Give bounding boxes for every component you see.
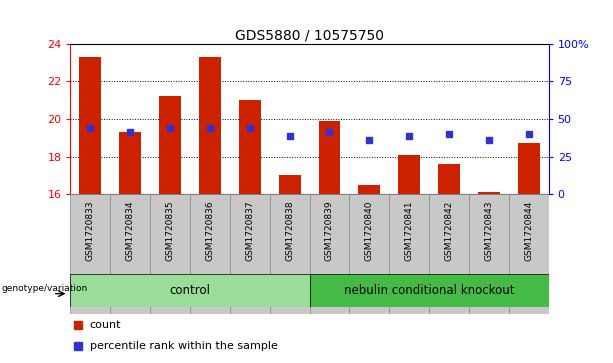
Bar [349,194,389,314]
Bar [310,274,549,307]
Bar [310,194,349,314]
Bar [389,194,429,314]
Bar [398,155,420,194]
Bar [509,194,549,314]
Text: GSM1720834: GSM1720834 [126,200,135,261]
Bar [80,57,101,194]
Bar [159,96,181,194]
Bar [429,194,469,314]
Text: GSM1720839: GSM1720839 [325,200,334,261]
Bar [120,132,141,194]
Bar [150,194,190,314]
Bar [190,194,230,314]
Text: GSM1720833: GSM1720833 [86,200,95,261]
Text: percentile rank within the sample: percentile rank within the sample [89,341,278,351]
Title: GDS5880 / 10575750: GDS5880 / 10575750 [235,28,384,42]
Bar [70,274,310,307]
Bar [199,57,221,194]
Text: control: control [170,284,210,297]
Text: GSM1720835: GSM1720835 [166,200,175,261]
Text: count: count [89,321,121,330]
Bar [230,194,270,314]
Text: GSM1720838: GSM1720838 [285,200,294,261]
Bar [478,192,500,194]
Text: GSM1720842: GSM1720842 [444,200,454,261]
Text: GSM1720840: GSM1720840 [365,200,374,261]
Bar [469,194,509,314]
Bar [270,194,310,314]
Text: GSM1720843: GSM1720843 [484,200,493,261]
Bar [359,185,380,194]
Bar [70,194,110,314]
Bar [319,121,340,194]
Text: GSM1720841: GSM1720841 [405,200,414,261]
Bar [518,143,539,194]
Text: GSM1720844: GSM1720844 [524,200,533,261]
Bar [239,100,261,194]
Text: GSM1720836: GSM1720836 [205,200,215,261]
Text: nebulin conditional knockout: nebulin conditional knockout [344,284,514,297]
Bar [279,175,300,194]
Text: genotype/variation: genotype/variation [1,284,88,293]
Bar [110,194,150,314]
Text: GSM1720837: GSM1720837 [245,200,254,261]
Bar [438,164,460,194]
